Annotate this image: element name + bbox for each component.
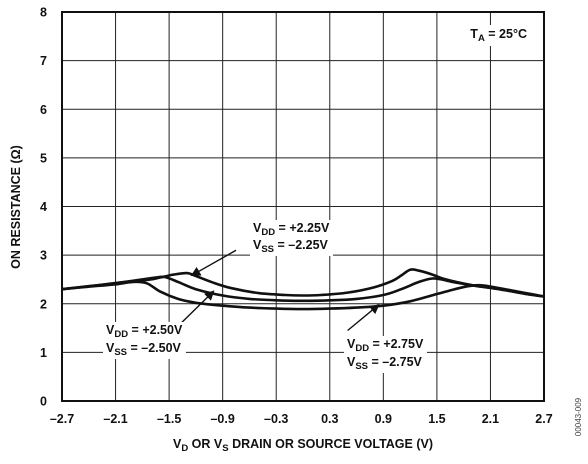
annotation-vdd-2-50v: VDD = +2.50V VSS = –2.50V bbox=[103, 322, 186, 359]
x-tick-label: 1.5 bbox=[428, 412, 445, 426]
x-tick-label: –2.7 bbox=[50, 412, 74, 426]
y-axis-label: ON RESISTANCE (Ω) bbox=[9, 145, 23, 269]
y-tick-label: 6 bbox=[40, 103, 47, 117]
annotation-arrow-225 bbox=[190, 249, 237, 277]
document-code: 00043-009 bbox=[574, 397, 583, 436]
curve-3 bbox=[61, 280, 545, 311]
condition-background bbox=[466, 25, 531, 46]
y-tick-label: 2 bbox=[40, 297, 47, 311]
x-tick-label: 2.7 bbox=[535, 412, 552, 426]
annotation-vdd-2-75v: VDD = +2.75V VSS = –2.75V bbox=[344, 336, 427, 373]
y-tick-label: 0 bbox=[40, 395, 47, 409]
x-tick-label: 0.3 bbox=[321, 412, 338, 426]
svg-text:VDD = +2.50V: VDD = +2.50V bbox=[106, 323, 183, 340]
annotation-background bbox=[103, 322, 186, 359]
y-tick-label: 4 bbox=[40, 200, 47, 214]
y-tick-label: 8 bbox=[40, 6, 47, 20]
x-tick-label: 0.9 bbox=[375, 412, 392, 426]
x-tick-labels: –2.7 –2.1 –1.5 –0.9 –0.3 0.3 0.9 1.5 2.1 2.7 bbox=[50, 412, 553, 426]
svg-text:VSS = –2.75V: VSS = –2.75V bbox=[347, 355, 423, 372]
annotation-arrow-275 bbox=[347, 304, 380, 332]
y-tick-labels: 0 1 2 3 4 5 6 7 8 bbox=[40, 6, 47, 409]
svg-text:VDD = +2.75V: VDD = +2.75V bbox=[347, 337, 424, 354]
x-tick-label: –0.3 bbox=[264, 412, 288, 426]
y-tick-label: 5 bbox=[40, 151, 47, 165]
svg-text:VSS = –2.25V: VSS = –2.25V bbox=[253, 238, 329, 255]
y-tick-label: 3 bbox=[40, 249, 47, 263]
plot-frame bbox=[61, 11, 545, 402]
y-tick-label: 1 bbox=[40, 346, 47, 360]
annotation-background bbox=[250, 220, 333, 256]
curve-2 bbox=[61, 275, 545, 303]
curves bbox=[61, 268, 545, 311]
svg-text:VDD = +2.25V: VDD = +2.25V bbox=[253, 221, 330, 238]
annotation-vdd-2-25v: VDD = +2.25V VSS = –2.25V bbox=[250, 220, 333, 256]
annotation-background bbox=[344, 336, 427, 373]
y-tick-label: 7 bbox=[40, 54, 47, 68]
x-tick-label: –1.5 bbox=[157, 412, 181, 426]
temperature-condition: TA = 25°C bbox=[470, 27, 527, 44]
x-tick-label: –2.1 bbox=[103, 412, 127, 426]
x-tick-label: –0.9 bbox=[210, 412, 234, 426]
svg-text:VSS = –2.50V: VSS = –2.50V bbox=[106, 341, 182, 358]
x-tick-label: 2.1 bbox=[482, 412, 499, 426]
x-axis-label: VD OR VS DRAIN OR SOURCE VOLTAGE (V) bbox=[173, 437, 433, 454]
